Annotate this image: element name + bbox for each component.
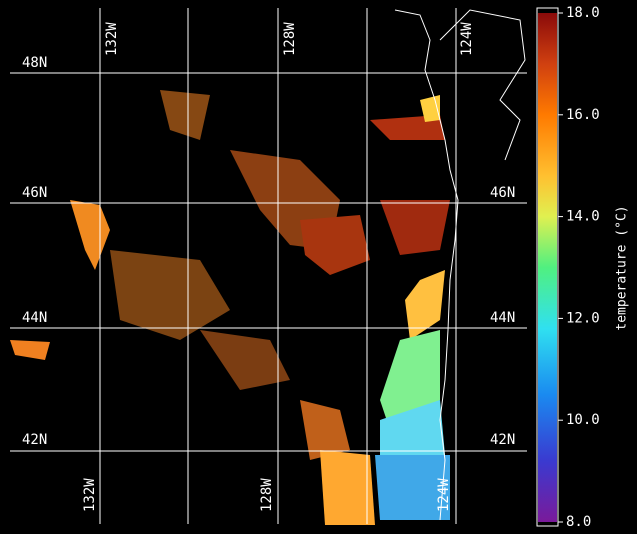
colorbar-label: temperature (°C) — [615, 205, 630, 330]
patch — [300, 400, 350, 460]
colorbar-tick-label: 10.0 — [566, 412, 600, 428]
colorbar-tick-label: 12.0 — [566, 310, 600, 326]
colorbar-tick-label: 14.0 — [566, 209, 600, 225]
patch — [10, 340, 50, 360]
patch — [320, 450, 375, 525]
lon-label: 124W — [459, 22, 475, 56]
graticule — [10, 8, 527, 524]
lon-labels: 132W 128W 124W 132W 128W 124W — [82, 22, 475, 512]
lon-label: 132W — [104, 22, 120, 56]
lat-label: 42N — [490, 432, 515, 448]
temperature-field — [10, 90, 450, 525]
patch — [110, 250, 230, 340]
patch — [380, 200, 450, 255]
patch — [160, 90, 210, 140]
patch — [300, 215, 370, 275]
lat-labels: 48N 46N 44N 42N 46N 44N 42N — [22, 55, 515, 448]
colorbar-tick-label: 8.0 — [566, 514, 591, 530]
colorbar-gradient — [538, 13, 557, 522]
lon-label: 128W — [259, 478, 275, 512]
lat-label: 44N — [490, 310, 515, 326]
lat-label: 46N — [22, 185, 47, 201]
lon-label: 124W — [436, 478, 452, 512]
patch — [200, 330, 290, 390]
patch — [405, 270, 445, 340]
lon-label: 128W — [282, 22, 298, 56]
patch — [380, 400, 445, 455]
colorbar-frame — [536, 7, 559, 527]
colorbar: temperature (°C) 8.0 10.0 12.0 14.0 16.0 18.0 — [536, 5, 630, 530]
coastline — [394, 9, 459, 521]
lat-label: 48N — [22, 55, 47, 71]
coastline — [439, 9, 526, 161]
colorbar-tick-label: 16.0 — [566, 107, 600, 123]
patch — [375, 455, 450, 520]
lat-label: 42N — [22, 432, 47, 448]
lat-label: 44N — [22, 310, 47, 326]
lon-label: 132W — [82, 478, 98, 512]
lat-label: 46N — [490, 185, 515, 201]
colorbar-tick-label: 18.0 — [566, 5, 600, 21]
